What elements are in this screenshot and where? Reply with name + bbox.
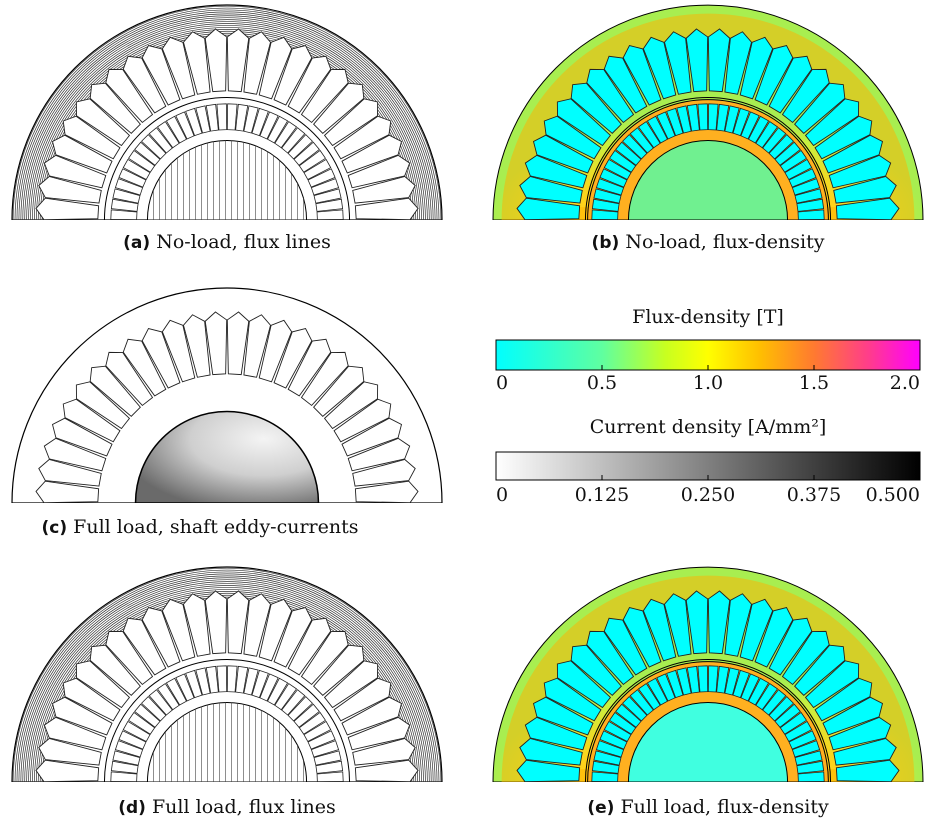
- colorbar-tick-label: 1.0: [693, 372, 723, 394]
- rotor-bar: [798, 210, 824, 220]
- panel-label: (d): [118, 798, 146, 818]
- colorbar-tick-label: 1.5: [799, 372, 829, 394]
- rotor-bar: [592, 772, 618, 782]
- caption: (b) No-load, flux-density: [592, 231, 825, 253]
- motor: [12, 5, 442, 220]
- colorbar-tick-label: 0: [496, 484, 508, 506]
- colorbar-tick-label: 0.125: [575, 484, 629, 506]
- rotor-bar: [227, 666, 237, 692]
- motor: [493, 5, 923, 220]
- svg-text:(b) No-load, flux-density: (b) No-load, flux-density: [592, 231, 825, 253]
- rotor-bar: [708, 104, 718, 130]
- panel-label: (e): [587, 798, 614, 818]
- rotor-bar: [111, 210, 137, 220]
- artwork: [12, 5, 923, 782]
- panel-caption: No-load, flux lines: [156, 231, 331, 253]
- caption: (e) Full load, flux-density: [587, 796, 829, 818]
- colorbar-tick-label: 0.250: [681, 484, 735, 506]
- svg-text:(e) Full load, flux-density: (e) Full load, flux-density: [587, 796, 829, 818]
- panel-label: (a): [123, 233, 150, 253]
- colorbar-title: Current density [A/mm²]: [590, 416, 827, 438]
- rotor-bar: [798, 772, 824, 782]
- colorbar-title: Flux-density [T]: [632, 306, 784, 328]
- motor: [12, 567, 442, 782]
- svg-text:(d) Full load, flux lines: (d) Full load, flux lines: [118, 796, 336, 818]
- panel-label: (b): [592, 233, 620, 253]
- rotor-bar: [698, 104, 708, 130]
- rotor-bar: [317, 772, 343, 782]
- figure: (a) No-load, flux lines (b) No-load, flu…: [0, 0, 930, 828]
- motor: [493, 567, 923, 782]
- caption: (d) Full load, flux lines: [118, 796, 336, 818]
- svg-text:(a) No-load, flux lines: (a) No-load, flux lines: [123, 231, 331, 253]
- rotor-bar: [217, 666, 227, 692]
- rotor-bar: [708, 666, 718, 692]
- panel-caption: Full load, flux-density: [620, 796, 829, 818]
- panel-caption: Full load, shaft eddy-currents: [73, 516, 358, 538]
- caption: (a) No-load, flux lines: [123, 231, 331, 253]
- colorbar-tick-label: 2.0: [890, 372, 920, 394]
- panel-caption: No-load, flux-density: [625, 231, 824, 253]
- panel-caption: Full load, flux lines: [152, 796, 336, 818]
- svg-text:(c) Full load, shaft eddy-curr: (c) Full load, shaft eddy-currents: [41, 516, 358, 538]
- rotor-bar: [592, 210, 618, 220]
- rotor-bar: [227, 104, 237, 130]
- rotor-bar: [698, 666, 708, 692]
- rotor-bar: [317, 210, 343, 220]
- panel-label: (c): [41, 518, 67, 538]
- rotor-bar: [111, 772, 137, 782]
- colorbar-tick-label: 0.5: [587, 372, 617, 394]
- colorbar-tick-label: 0.375: [787, 484, 841, 506]
- colorbar-tick-label: 0.500: [866, 484, 920, 506]
- rotor-bar: [217, 104, 227, 130]
- motor: [12, 288, 442, 503]
- caption: (c) Full load, shaft eddy-currents: [41, 516, 358, 538]
- colorbar-tick-label: 0: [496, 372, 508, 394]
